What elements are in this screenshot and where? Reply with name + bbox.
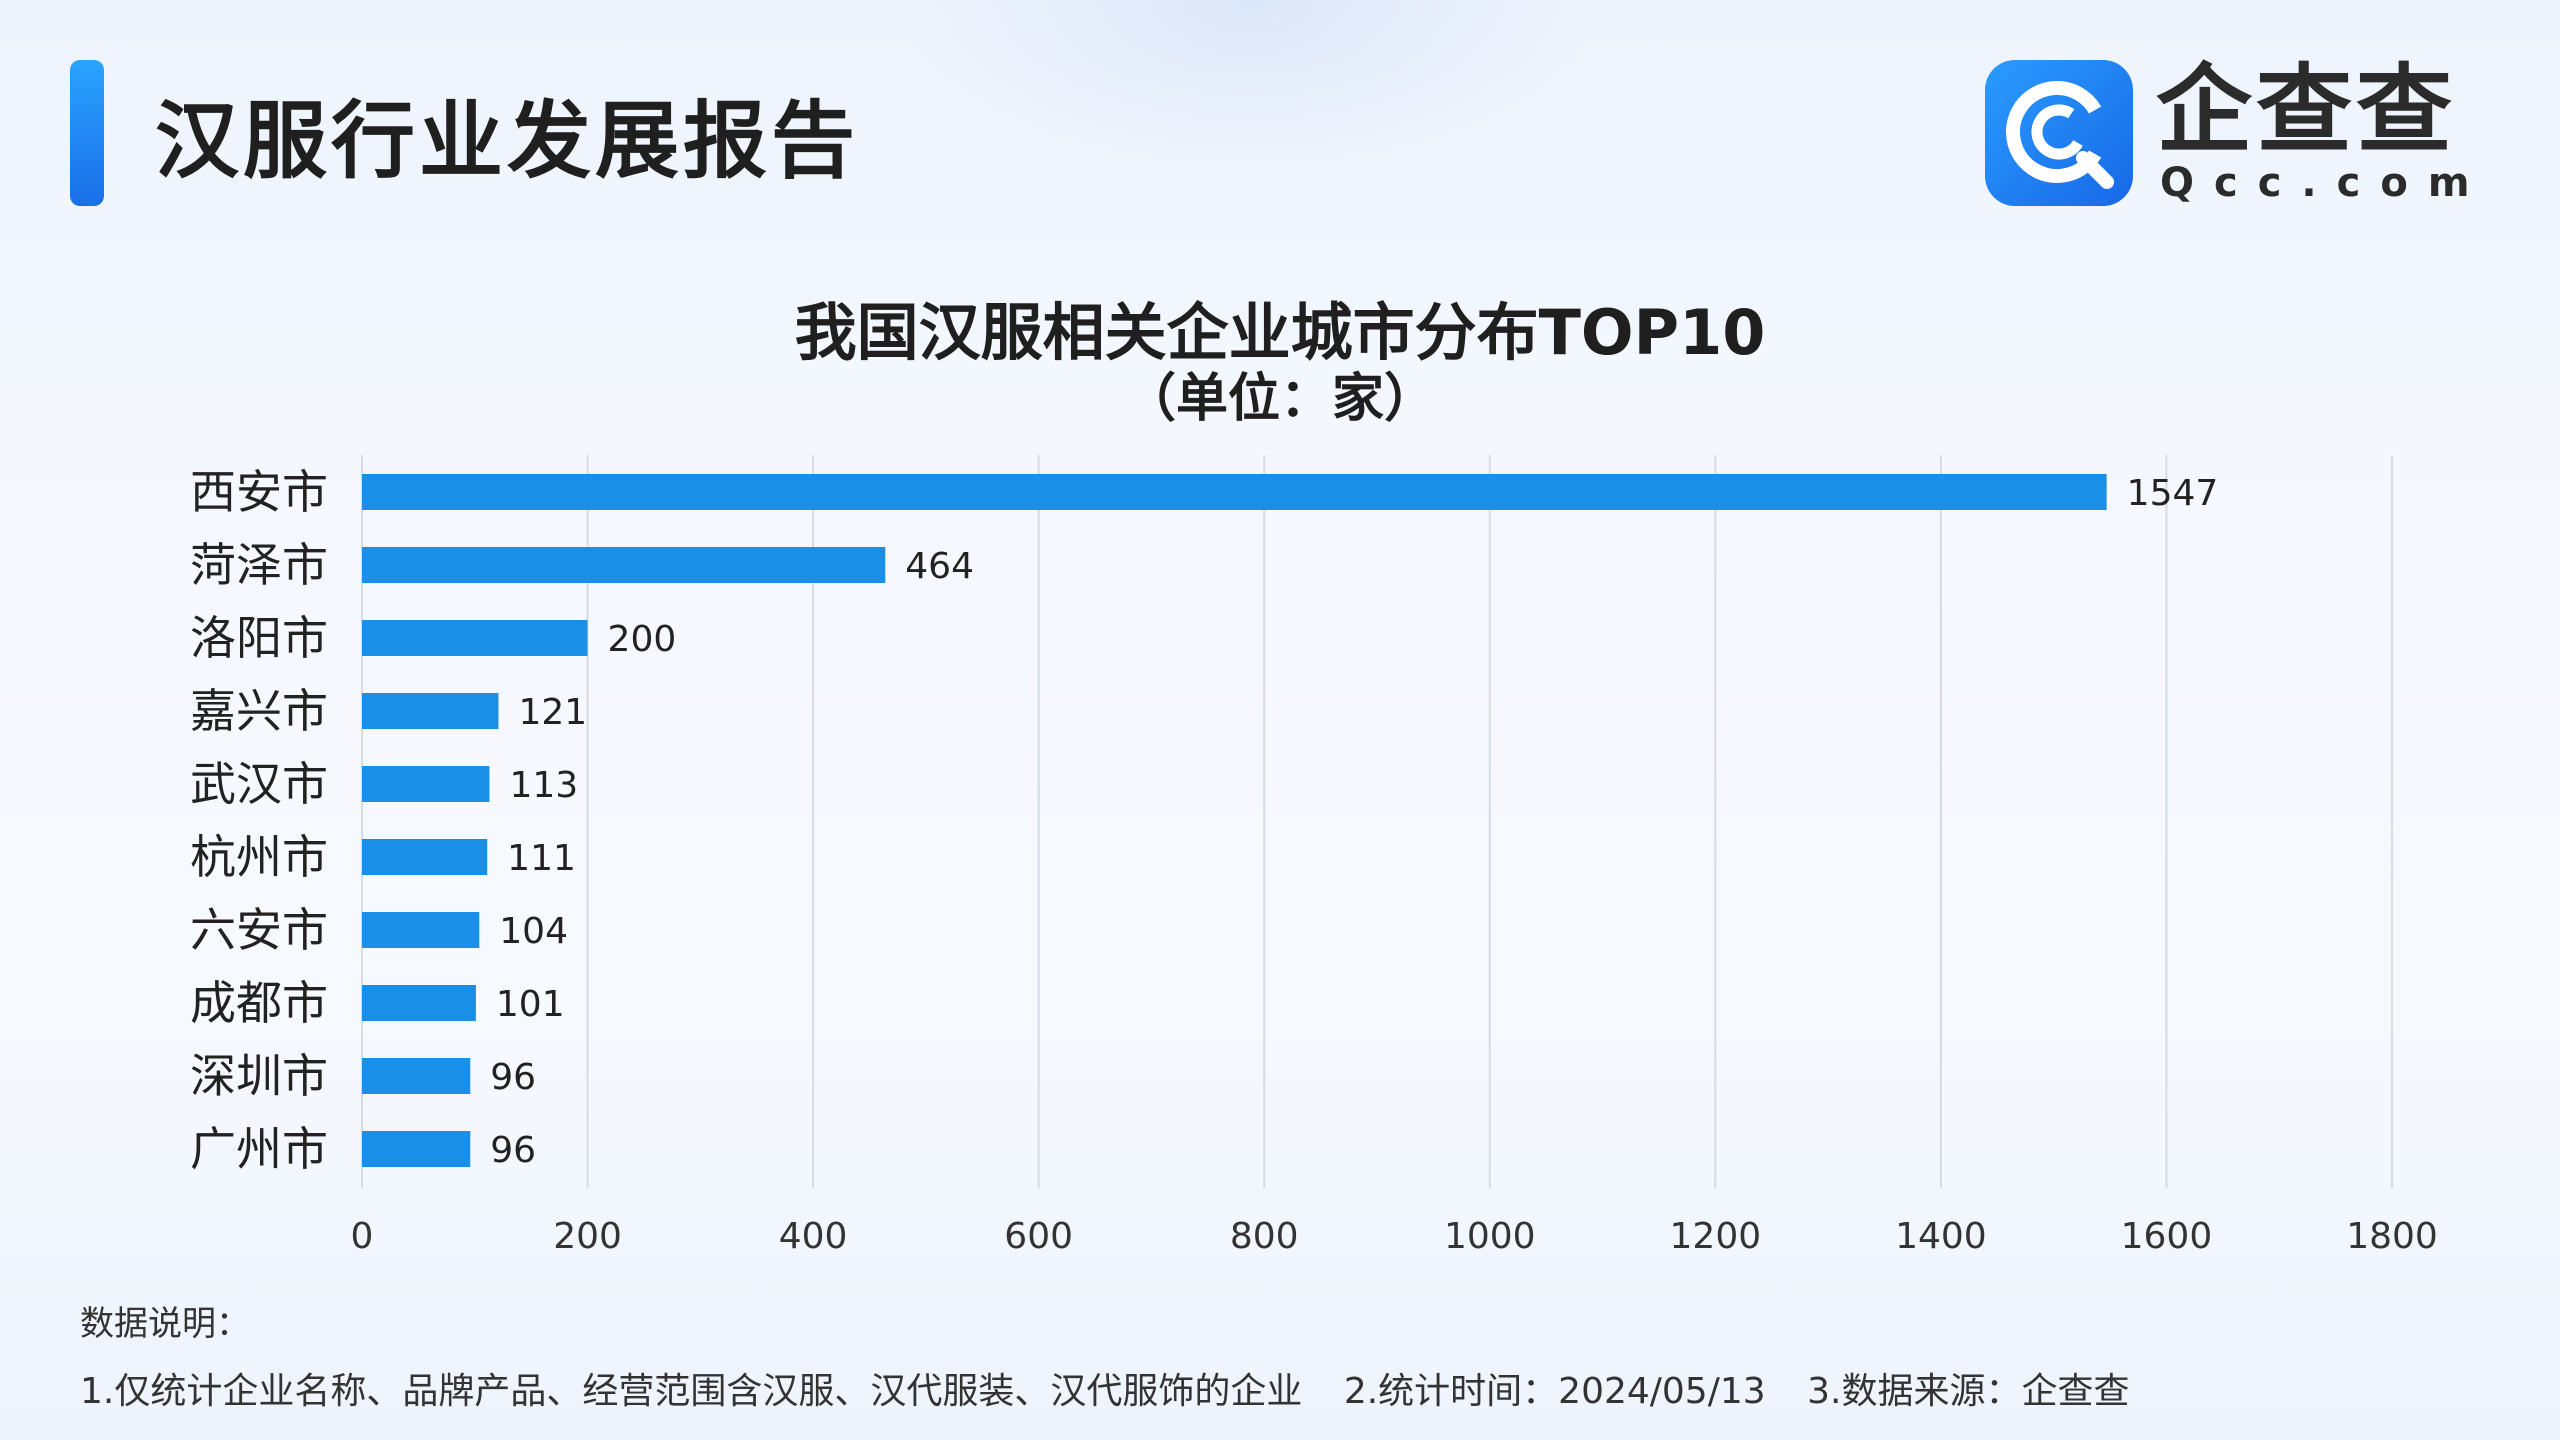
bar [362, 620, 588, 656]
bar [362, 1058, 471, 1094]
x-tick-label: 800 [1230, 1216, 1299, 1257]
data-label: 121 [518, 692, 587, 733]
logo-wordmark-en: Qcc.com [2160, 160, 2490, 206]
chart-title: 我国汉服相关企业城市分布TOP10 [794, 296, 1766, 369]
category-label: 广州市 [190, 1122, 328, 1176]
data-label: 1547 [2127, 473, 2219, 514]
x-tick-label: 1000 [1444, 1216, 1536, 1257]
bar [362, 693, 499, 729]
logo-wordmark-cn: 企查查 [2156, 54, 2456, 166]
qcc-logo-icon [1985, 60, 2133, 206]
category-label: 菏泽市 [190, 538, 328, 592]
bar [362, 912, 480, 948]
note-item-1: 1.仅统计企业名称、品牌产品、经营范围含汉服、汉代服装、汉代服饰的企业 [80, 1371, 1303, 1412]
note-item-2: 2.统计时间：2024/05/13 [1343, 1371, 1766, 1412]
category-label: 深圳市 [190, 1049, 328, 1103]
notes-line: 1.仅统计企业名称、品牌产品、经营范围含汉服、汉代服装、汉代服饰的企业 2.统计… [80, 1362, 2159, 1414]
data-label: 96 [490, 1130, 536, 1171]
chart-subtitle: （单位：家） [1123, 369, 1436, 429]
data-label: 113 [509, 765, 578, 806]
bar [362, 547, 886, 583]
category-label: 武汉市 [190, 757, 328, 811]
data-label: 104 [499, 911, 568, 952]
category-label: 洛阳市 [190, 611, 328, 665]
x-tick-label: 1400 [1895, 1216, 1987, 1257]
x-tick-label: 400 [779, 1216, 848, 1257]
bar [362, 766, 490, 802]
x-tick-label: 200 [553, 1216, 622, 1257]
bar [362, 474, 2107, 510]
note-item-3: 3.数据来源：企查查 [1807, 1371, 2130, 1412]
bar [362, 985, 476, 1021]
x-tick-label: 1800 [2346, 1216, 2438, 1257]
data-label: 200 [608, 619, 677, 660]
bar-chart: 0 200 400 600 800 1000 1200 1400 1600 1800 西安市 1547… [190, 455, 2438, 1257]
x-tick-label: 600 [1004, 1216, 1073, 1257]
x-tick-label: 1600 [2121, 1216, 2213, 1257]
title-accent-bar [70, 60, 104, 206]
category-label: 成都市 [190, 976, 328, 1030]
category-label: 六安市 [190, 903, 328, 957]
data-label: 96 [490, 1057, 536, 1098]
notes-heading: 数据说明： [80, 1304, 250, 1344]
bar [362, 1131, 471, 1167]
data-label: 464 [905, 546, 974, 587]
x-tick-label: 0 [351, 1216, 374, 1257]
page-title: 汉服行业发展报告 [155, 92, 860, 190]
category-label: 西安市 [190, 465, 328, 519]
x-tick-label: 1200 [1670, 1216, 1762, 1257]
bar [362, 839, 488, 875]
category-label: 嘉兴市 [190, 684, 328, 738]
data-label: 101 [496, 984, 565, 1025]
category-label: 杭州市 [190, 830, 328, 884]
data-label: 111 [507, 838, 576, 879]
